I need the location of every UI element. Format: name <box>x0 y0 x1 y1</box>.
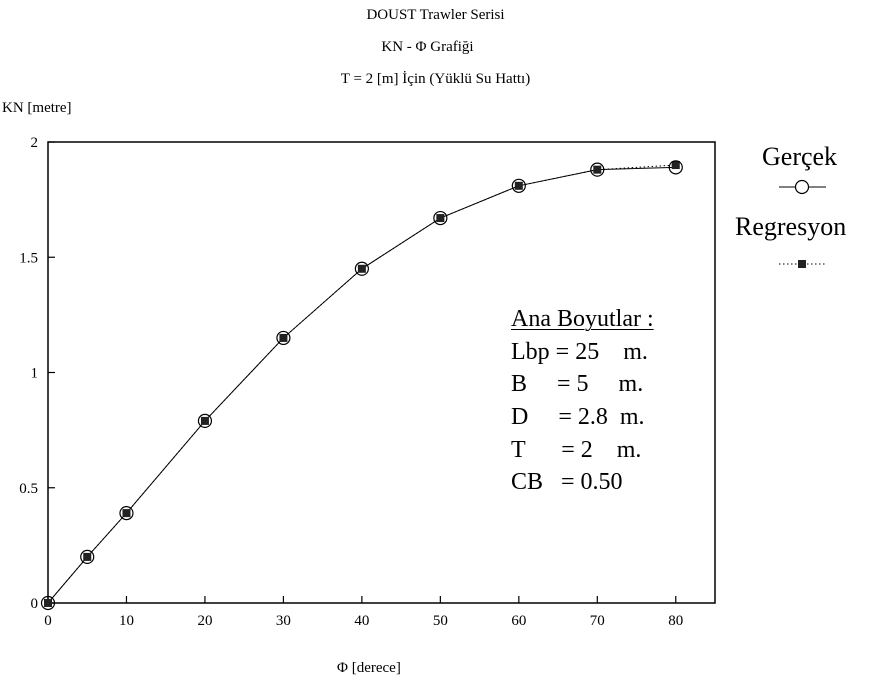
legend-marker-regresyon <box>798 260 806 268</box>
x-tick-label: 0 <box>44 613 52 629</box>
y-axis-label: KN [metre] <box>2 100 72 116</box>
marker-gercek <box>119 506 134 521</box>
x-tick-label: 20 <box>197 613 212 629</box>
marker-gercek <box>276 330 291 346</box>
legend-marker-gercek <box>794 179 810 195</box>
marker-gercek <box>197 413 213 429</box>
marker-regresyon <box>83 552 92 561</box>
marker-gercek <box>511 178 526 193</box>
dimension-d: D = 2.8 m. <box>511 404 645 430</box>
y-tick-label: 1 <box>31 366 39 382</box>
legend-marks <box>779 179 826 268</box>
marker-regresyon <box>200 416 209 425</box>
x-tick-label: 40 <box>354 613 369 629</box>
chart-title: DOUST Trawler Serisi <box>366 7 505 23</box>
marker-regresyon <box>279 333 288 342</box>
axis-ticks: 0 10 20 30 40 50 60 70 80 0 0.5 1 1.5 2 <box>19 135 683 629</box>
marker-gercek <box>80 549 95 565</box>
series-lines <box>47 164 676 604</box>
dimension-cb: CB = 0.50 <box>511 469 623 495</box>
marker-gercek <box>354 261 369 276</box>
y-tick-label: 2 <box>31 135 39 151</box>
chart-condition: T = 2 [m] İçin (Yüklü Su Hattı) <box>340 71 531 87</box>
x-tick-label: 60 <box>511 613 526 629</box>
marker-regresyon <box>122 509 131 518</box>
x-tick-label: 10 <box>119 613 134 629</box>
dimension-lbp: Lbp = 25 m. <box>511 339 648 365</box>
y-tick-label: 0.5 <box>19 481 38 497</box>
x-tick-label: 50 <box>433 613 448 629</box>
marker-regresyon <box>593 165 602 174</box>
marker-regresyon <box>514 181 523 190</box>
marker-gercek <box>668 160 683 175</box>
dimension-b: B = 5 m. <box>511 371 644 397</box>
series-line-gercek <box>47 166 676 604</box>
y-tick-label: 0 <box>31 596 39 612</box>
dimension-t: T = 2 m. <box>511 437 642 463</box>
marker-gercek <box>433 210 448 226</box>
marker-gercek <box>40 595 56 611</box>
legend-label-gercek: Gerçek <box>762 142 838 171</box>
x-tick-label: 30 <box>276 613 291 629</box>
series-markers <box>40 160 683 611</box>
x-tick-label: 70 <box>590 613 605 629</box>
x-tick-label: 80 <box>668 613 683 629</box>
marker-regresyon <box>44 599 52 607</box>
marker-regresyon <box>436 214 445 223</box>
chart-subtitle: KN - Φ Grafiği <box>381 39 474 55</box>
x-axis-label: Φ [derece] <box>337 660 401 676</box>
marker-regresyon <box>357 264 366 273</box>
dimensions-heading: Ana Boyutlar : <box>511 306 654 332</box>
marker-gercek <box>590 162 605 177</box>
y-tick-label: 1.5 <box>19 250 38 266</box>
legend-label-regresyon: Regresyon <box>735 212 847 241</box>
marker-regresyon <box>671 161 680 170</box>
